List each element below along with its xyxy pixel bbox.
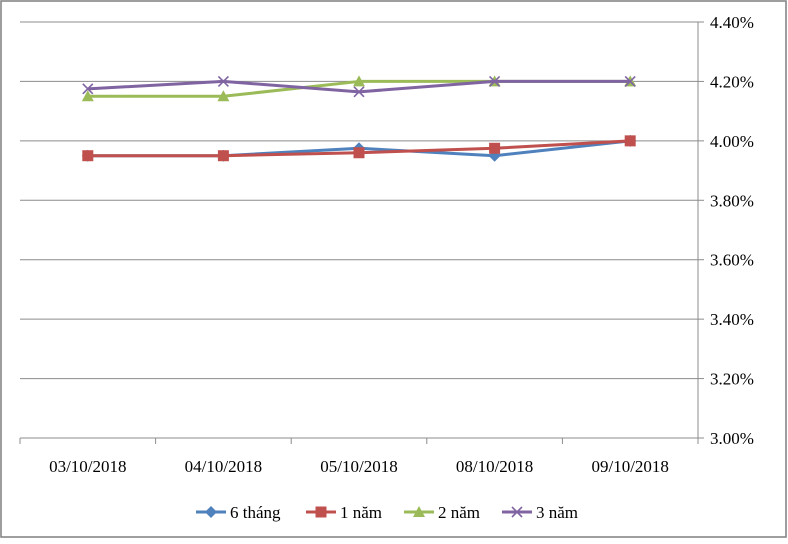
data-point: [81, 90, 94, 102]
legend-marker: [205, 506, 217, 518]
legend-marker: [315, 506, 327, 518]
data-point: [353, 147, 365, 159]
x-tick-label: 09/10/2018: [591, 457, 668, 476]
legend-label: 3 năm: [536, 503, 578, 522]
y-tick-label: 4.20%: [710, 72, 754, 91]
data-point: [82, 83, 94, 95]
data-point: [624, 135, 636, 147]
x-axis: 03/10/2018 04/10/2018 05/10/2018 08/10/2018…: [19, 438, 699, 476]
data-point: [217, 75, 229, 87]
legend-item: 6 tháng: [196, 503, 281, 522]
legend-label: 1 năm: [340, 503, 382, 522]
legend-item: 3 năm: [502, 503, 578, 522]
data-point: [217, 150, 229, 162]
legend-marker: [511, 506, 523, 518]
series-2: [82, 135, 636, 162]
legend: 6 tháng 1 năm 2 năm 3 năm: [196, 503, 578, 522]
x-tick-label: 05/10/2018: [320, 457, 397, 476]
data-point: [82, 150, 94, 162]
y-tick-label: 3.80%: [710, 191, 754, 210]
legend-item: 1 năm: [306, 503, 382, 522]
legend-label: 6 tháng: [230, 503, 281, 522]
data-point: [624, 75, 636, 87]
x-tick-label: 04/10/2018: [185, 457, 262, 476]
legend-marker: [413, 506, 425, 517]
y-tick-label: 3.60%: [710, 251, 754, 270]
data-point: [353, 86, 365, 98]
series-layer: [81, 75, 637, 162]
data-point: [489, 75, 501, 87]
y-tick-label: 3.20%: [710, 370, 754, 389]
y-tick-label: 3.40%: [710, 310, 754, 329]
legend-item: 2 năm: [404, 503, 480, 522]
data-point: [489, 142, 501, 154]
y-axis: 3.00% 3.20% 3.40% 3.60% 3.80% 4.00% 4.20% 4.40%: [697, 13, 754, 448]
y-tick-label: 4.40%: [710, 13, 754, 32]
x-tick-label: 03/10/2018: [49, 457, 126, 476]
data-point: [353, 75, 365, 87]
x-tick-label: 08/10/2018: [456, 457, 533, 476]
legend-label: 2 năm: [438, 503, 480, 522]
y-tick-label: 3.00%: [710, 429, 754, 448]
series-4: [82, 75, 636, 98]
y-tick-label: 4.00%: [710, 132, 754, 151]
data-point: [217, 90, 230, 102]
